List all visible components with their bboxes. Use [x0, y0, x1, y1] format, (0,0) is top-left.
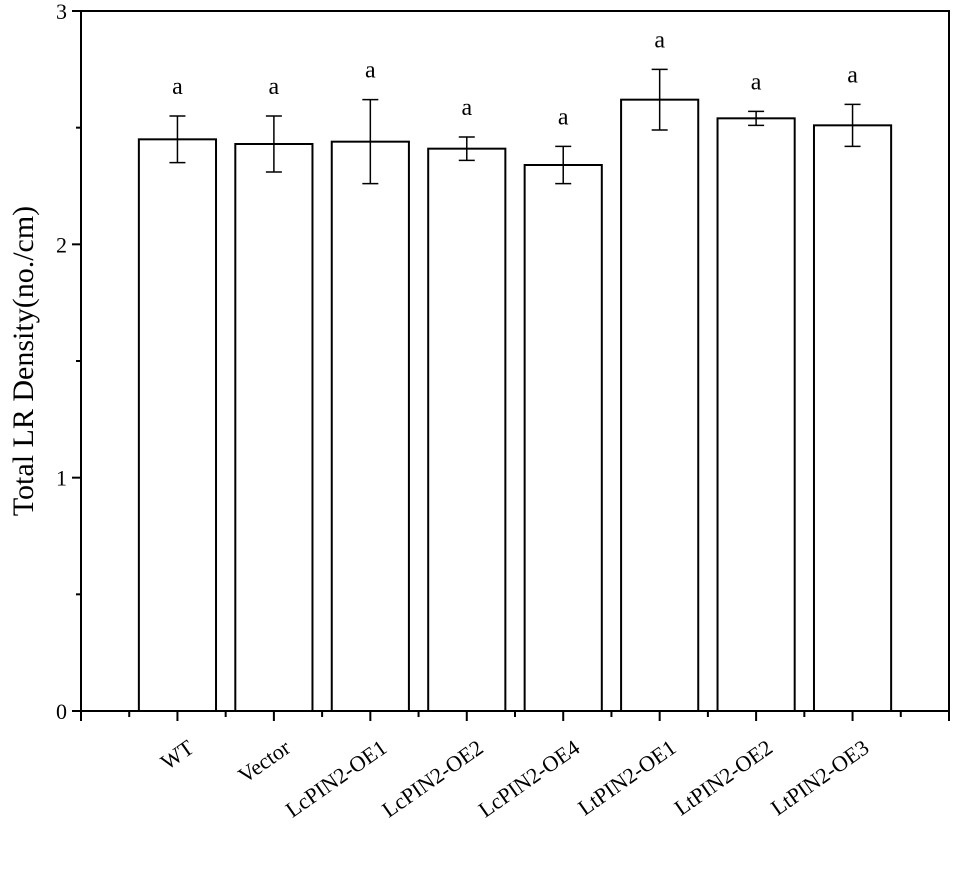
y-tick-label: 3	[56, 0, 67, 24]
x-tick-label: LcPIN2-OE1	[281, 735, 391, 823]
error-bar	[169, 115, 186, 164]
plot-frame	[80, 10, 950, 712]
x-tick-label: LtPIN2-OE2	[670, 735, 777, 821]
x-tick-label: Vector	[233, 734, 295, 788]
error-bar	[555, 145, 572, 185]
bar	[137, 138, 218, 713]
x-tick-label: WT	[156, 734, 199, 774]
annotation: a	[654, 27, 665, 53]
bar	[427, 147, 507, 712]
bar	[812, 124, 893, 713]
error-bar	[748, 110, 765, 127]
y-tick-label: 2	[56, 232, 67, 257]
error-bar	[265, 115, 282, 173]
bar	[234, 143, 314, 712]
y-tick-label: 1	[56, 466, 67, 491]
y-axis-label: Total LR Density(no./cm)	[7, 206, 40, 516]
x-tick-label: LcPIN2-OE2	[377, 735, 487, 823]
x-tick-label: LtPIN2-OE1	[573, 735, 680, 821]
bar	[523, 164, 603, 712]
annotation: a	[847, 62, 858, 88]
y-tick-label: 0	[56, 699, 67, 724]
x-tick-label: LtPIN2-OE3	[766, 735, 873, 821]
error-bar	[458, 136, 475, 162]
error-bar	[362, 98, 379, 185]
bar	[716, 117, 796, 713]
x-tick-label: LcPIN2-OE4	[474, 735, 584, 823]
annotation: a	[269, 74, 280, 100]
error-bar	[651, 68, 668, 131]
annotation: a	[558, 104, 569, 130]
bar	[330, 140, 410, 712]
error-bar	[844, 103, 861, 148]
bar	[620, 98, 700, 712]
annotation: a	[365, 58, 376, 84]
annotation: a	[751, 69, 762, 95]
annotation: a	[172, 74, 183, 100]
annotation: a	[461, 95, 472, 121]
